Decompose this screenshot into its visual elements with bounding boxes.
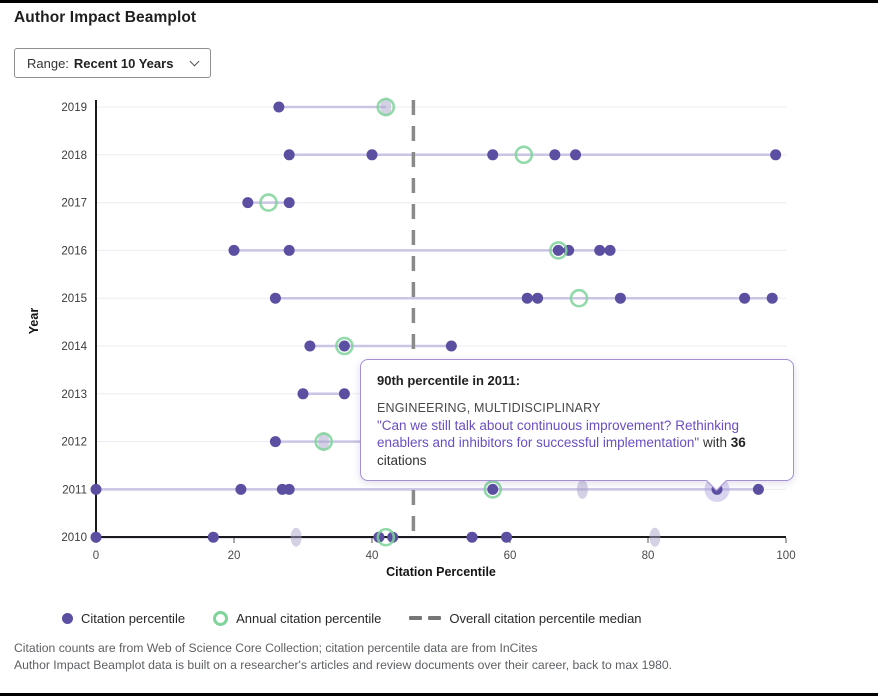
citation-dot[interactable] xyxy=(552,244,564,256)
axis-label: 40 xyxy=(366,550,379,562)
tooltip-citation-count: 36 xyxy=(730,435,746,451)
citation-dot[interactable] xyxy=(770,149,782,161)
annual-citation-percentile-ring-icon xyxy=(213,610,229,626)
tooltip-title: 90th percentile in 2011: xyxy=(377,373,521,388)
citation-dot[interactable] xyxy=(532,292,544,304)
axis-label: 2018 xyxy=(61,150,87,162)
axis-label: 2014 xyxy=(61,341,87,353)
citation-dot[interactable] xyxy=(487,149,499,161)
citation-dot[interactable] xyxy=(283,197,295,209)
axis-label: 2010 xyxy=(61,532,87,544)
citation-dot[interactable] xyxy=(283,483,295,495)
citation-dot[interactable] xyxy=(604,244,616,256)
faded-point[interactable] xyxy=(290,527,302,547)
dashed-line-icon xyxy=(409,616,442,620)
tooltip-with-text: with xyxy=(702,435,727,451)
citation-dot[interactable] xyxy=(269,292,281,304)
legend-label: Annual citation percentile xyxy=(236,610,382,626)
annual-median-ring[interactable] xyxy=(376,527,396,547)
citation-dot[interactable] xyxy=(487,483,499,495)
citation-dot[interactable] xyxy=(445,340,457,352)
citation-dot[interactable] xyxy=(521,292,533,304)
citation-dot[interactable] xyxy=(242,197,254,209)
citation-dot[interactable] xyxy=(297,388,309,400)
tooltip-citations-label: citations xyxy=(377,452,427,468)
citation-dot[interactable] xyxy=(338,340,350,352)
citation-dot[interactable] xyxy=(752,483,764,495)
citation-dot[interactable] xyxy=(739,292,751,304)
citation-percentile-dot-icon xyxy=(62,612,73,624)
beamplot-chart[interactable]: 0 20 40 60 80 100 2019 2018 2017 2016 2015 2014 2013… xyxy=(0,3,878,599)
axis-label: 2013 xyxy=(61,389,87,401)
tooltip: 90th percentile in 2011: ENGINEERING, MU… xyxy=(360,359,794,492)
legend-item-citation-percentile: Citation percentile xyxy=(62,611,185,626)
axis-label: 2015 xyxy=(61,293,87,305)
footer-line-2: Author Impact Beamplot data is built on … xyxy=(14,658,673,673)
annual-median-ring[interactable] xyxy=(259,193,278,212)
citation-dot[interactable] xyxy=(766,292,778,304)
axis-label: 20 xyxy=(228,550,241,562)
citation-dot[interactable] xyxy=(338,388,350,400)
footer-note: Citation counts are from Web of Science … xyxy=(14,640,864,675)
tooltip-category: ENGINEERING, MULTIDISCIPLINARY xyxy=(377,401,601,415)
footer-line-1: Citation counts are from Web of Science … xyxy=(14,641,538,655)
citation-dot[interactable] xyxy=(283,149,295,161)
page-title: Author Impact Beamplot xyxy=(14,9,197,26)
legend-item-annual-citation-percentile: Annual citation percentile xyxy=(213,610,382,626)
range-dropdown-label: Range: xyxy=(27,55,69,71)
faded-point[interactable] xyxy=(649,527,661,547)
citation-dot[interactable] xyxy=(269,436,281,448)
axis-label: 60 xyxy=(504,550,517,562)
faded-point[interactable] xyxy=(576,479,588,499)
citation-dot[interactable] xyxy=(614,292,626,304)
axis-label: 0 xyxy=(93,550,99,562)
annual-median-ring[interactable] xyxy=(314,432,334,451)
citation-dot[interactable] xyxy=(549,149,561,161)
citation-dot[interactable] xyxy=(594,244,606,256)
axis-label: 2012 xyxy=(61,437,87,449)
axis-label: Year xyxy=(27,308,41,335)
citation-dot[interactable] xyxy=(90,483,102,495)
citation-dot[interactable] xyxy=(273,101,285,113)
annual-median-ring[interactable] xyxy=(483,480,503,499)
legend-label: Overall citation percentile median xyxy=(449,610,642,626)
axis-label: 80 xyxy=(642,550,655,562)
axis-label: Citation Percentile xyxy=(386,565,496,579)
range-dropdown[interactable]: Range: Recent 10 Years xyxy=(14,48,211,78)
citation-dot[interactable] xyxy=(283,244,295,256)
citation-dot[interactable] xyxy=(90,531,102,543)
citation-dot[interactable] xyxy=(366,149,378,161)
legend-item-overall-median: Overall citation percentile median xyxy=(409,610,642,626)
citation-dot[interactable] xyxy=(228,244,240,256)
annual-median-ring[interactable] xyxy=(514,145,534,165)
annual-median-ring[interactable] xyxy=(569,288,589,308)
faded-point[interactable] xyxy=(318,432,330,452)
legend-label: Citation percentile xyxy=(81,610,186,626)
tooltip-body: "Can we still talk about continuous impr… xyxy=(377,417,777,469)
citation-dot[interactable] xyxy=(235,483,247,495)
citation-dot[interactable] xyxy=(207,531,219,543)
citation-dot[interactable] xyxy=(466,531,478,543)
tooltip-document-link[interactable]: "Can we still talk about continuous impr… xyxy=(377,418,739,451)
citation-dot[interactable] xyxy=(304,340,316,352)
range-dropdown-value: Recent 10 Years xyxy=(73,55,174,71)
axis-label: 2011 xyxy=(62,484,87,496)
axis-label: 2019 xyxy=(61,102,87,114)
axis-label: 100 xyxy=(776,550,795,562)
annual-median-ring[interactable] xyxy=(548,241,568,260)
faded-point[interactable] xyxy=(380,97,392,117)
citation-dot[interactable] xyxy=(570,149,582,161)
chart-legend: Citation percentile Annual citation perc… xyxy=(62,607,642,629)
citation-dot[interactable] xyxy=(501,531,513,543)
annual-median-ring[interactable] xyxy=(376,97,396,117)
axis-label: 2017 xyxy=(61,198,87,210)
annual-median-ring[interactable] xyxy=(335,336,354,356)
axis-label: 2016 xyxy=(61,245,87,257)
